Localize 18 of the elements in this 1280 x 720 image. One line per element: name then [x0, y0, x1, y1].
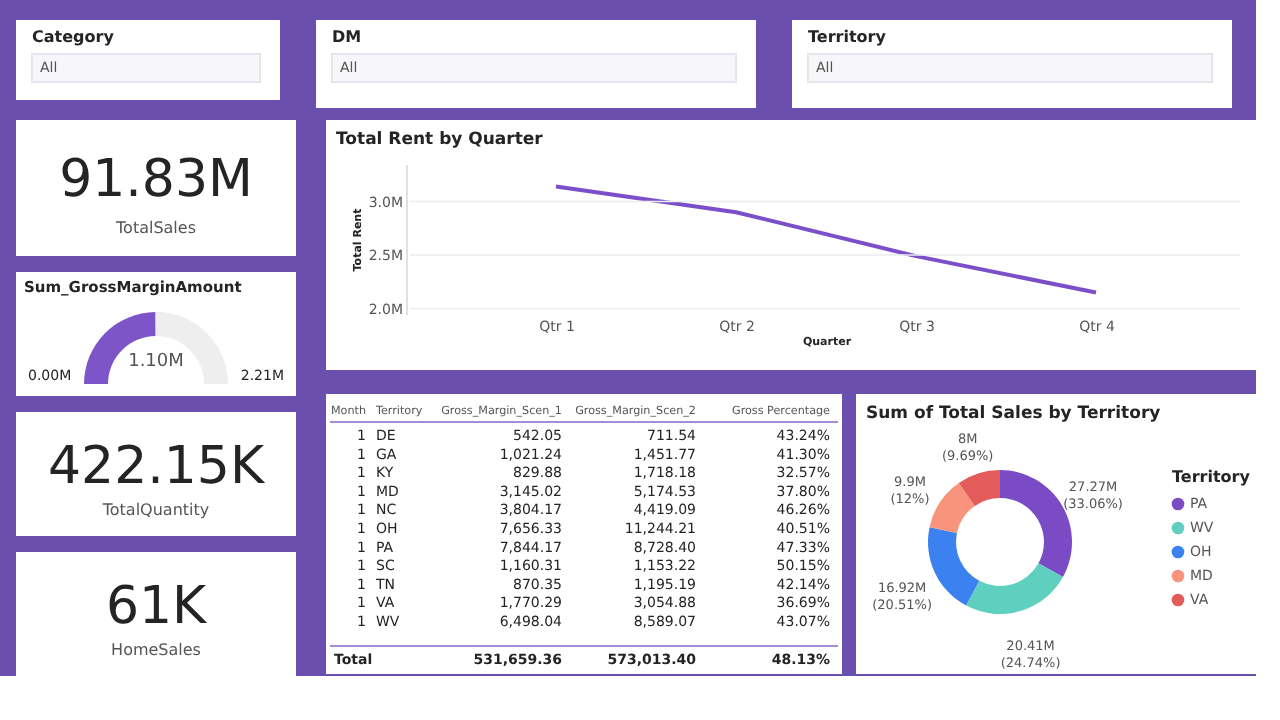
text: 91.83M — [59, 149, 253, 210]
data-label: 1.10M — [128, 352, 184, 372]
chart-title: Total Rent by Quarter — [336, 130, 545, 150]
line-series — [554, 184, 1098, 295]
text: 61K — [105, 576, 209, 637]
chart-title: Sum of Total Sales by Territory — [866, 404, 1162, 424]
text: 422.15K — [47, 436, 266, 497]
text: HomeSales — [111, 641, 201, 660]
legend-title: Territory — [1172, 468, 1252, 486]
text: Category — [32, 28, 116, 46]
text: DM — [332, 28, 362, 46]
donut-slice — [929, 482, 975, 533]
text: TotalSales — [114, 218, 196, 237]
donut-slice — [966, 563, 1063, 614]
donut-slice — [928, 527, 980, 606]
text: Territory — [808, 28, 888, 46]
donut-slice — [958, 470, 1000, 506]
text: TotalQuantity — [100, 501, 210, 520]
